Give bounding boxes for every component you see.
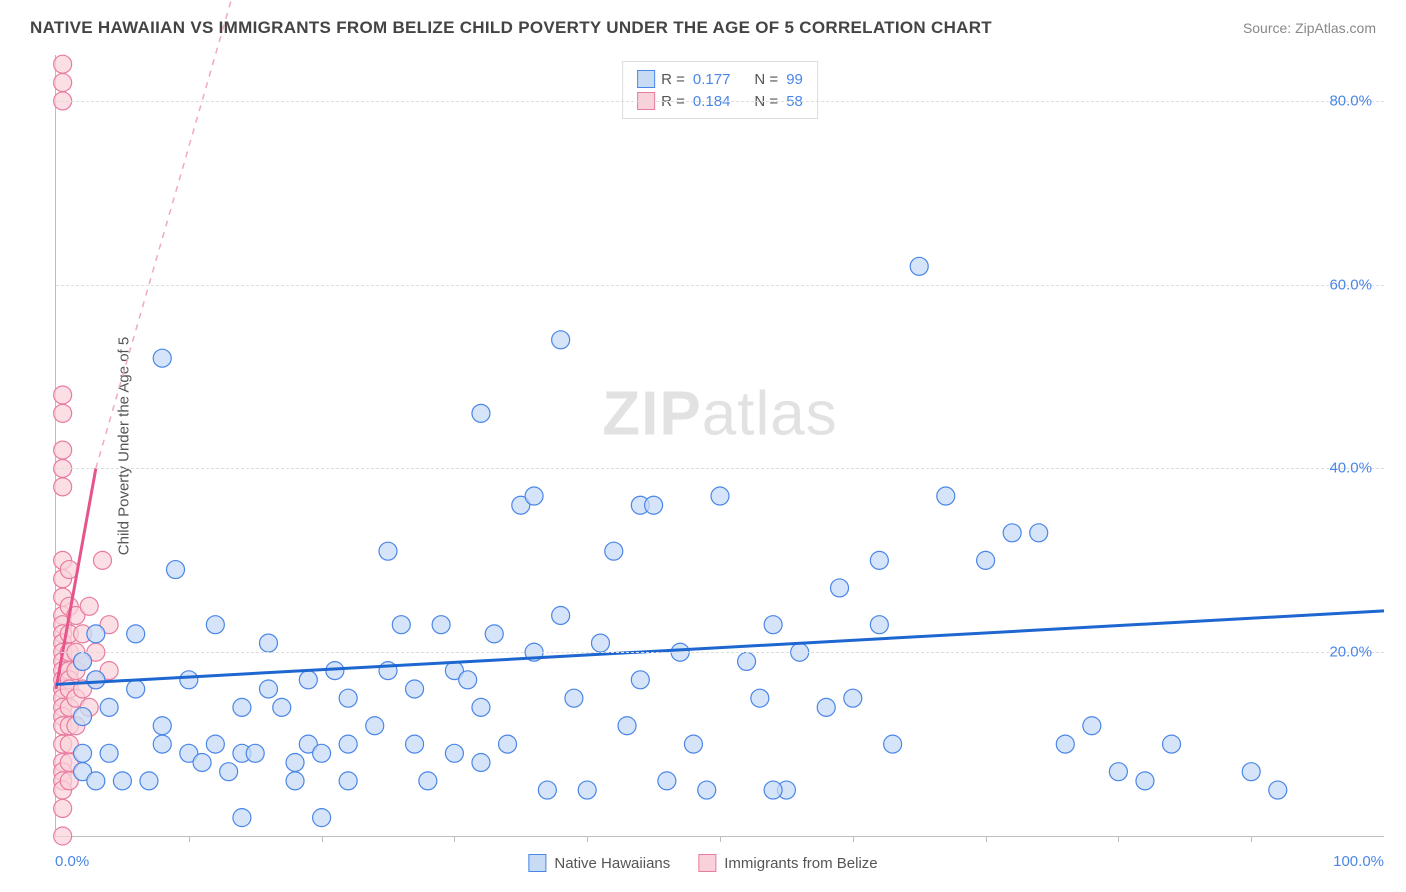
r-value: 0.177 <box>693 71 731 88</box>
series-legend: Native Hawaiians Immigrants from Belize <box>528 854 877 872</box>
scatter-plot-svg <box>56 55 1384 836</box>
correlation-legend: R = 0.177 N = 99 R = 0.184 N = 58 <box>622 61 818 119</box>
series-label: Immigrants from Belize <box>724 855 877 872</box>
legend-swatch-hawaiians <box>528 854 546 872</box>
y-tick-label: 20.0% <box>1329 644 1372 661</box>
chart-plot-area: ZIPatlas R = 0.177 N = 99 R = 0.184 N = … <box>55 55 1384 837</box>
chart-title: NATIVE HAWAIIAN VS IMMIGRANTS FROM BELIZ… <box>30 18 992 38</box>
series-legend-item: Native Hawaiians <box>528 854 670 872</box>
correlation-legend-row: R = 0.177 N = 99 <box>637 68 803 90</box>
source-attribution: Source: ZipAtlas.com <box>1243 20 1376 36</box>
n-label: N = <box>754 71 778 88</box>
x-axis-min-label: 0.0% <box>55 853 89 870</box>
x-axis-max-label: 100.0% <box>1333 853 1384 870</box>
series-legend-item: Immigrants from Belize <box>698 854 877 872</box>
y-tick-label: 40.0% <box>1329 460 1372 477</box>
legend-swatch-belize <box>698 854 716 872</box>
y-tick-label: 60.0% <box>1329 276 1372 293</box>
y-tick-label: 80.0% <box>1329 92 1372 109</box>
legend-swatch-hawaiians <box>637 70 655 88</box>
r-label: R = <box>661 71 685 88</box>
n-value: 99 <box>786 71 803 88</box>
series-label: Native Hawaiians <box>554 855 670 872</box>
